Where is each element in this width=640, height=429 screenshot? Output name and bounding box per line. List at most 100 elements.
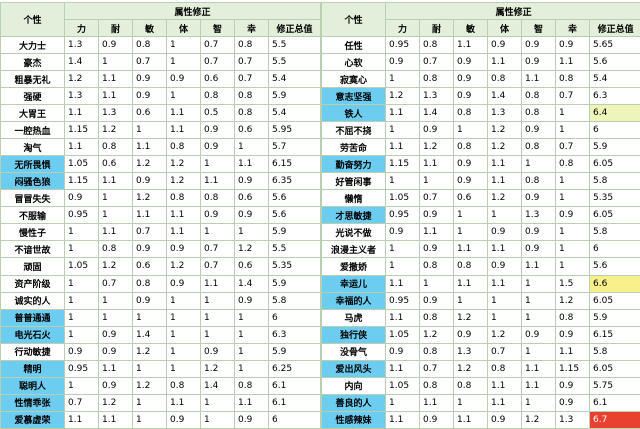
modifier-value: 1.1 [64,410,99,429]
modifier-value: 1.1 [132,206,167,225]
modifier-value: 1.15 [64,172,99,191]
trait-name: 性情乖张 [0,393,65,412]
data-row: 淘气 1.1 0.8 1.1 0.8 0.9 1 5.7 [0,138,322,157]
modifier-value: 0.7 [200,240,235,259]
total-value: 5.8 [267,291,322,310]
column-header: 智 [200,19,235,38]
modifier-value: 1.05 [385,325,421,344]
data-row: 顽固 1.05 1.2 0.6 1.2 0.7 0.6 5.35 [0,257,322,276]
modifier-value: 0.7 [234,53,269,72]
total-value: 6.15 [267,155,322,174]
modifier-value: 1 [132,308,167,327]
modifier-value: 1.1 [521,257,557,276]
trait-name: 普普通通 [0,308,65,327]
modifier-value: 1 [419,274,455,293]
data-row: 光说不做 0.9 1.1 1 0.9 0.9 1 5.8 [321,223,640,242]
data-row: 行动敏捷 0.9 0.9 1.2 1 0.9 1 5.9 [0,342,322,361]
modifier-value: 0.6 [98,155,133,174]
data-row: 内向 1.05 0.8 0.8 1.1 1.1 0.9 5.75 [321,376,640,395]
modifier-value: 0.9 [132,291,167,310]
modifier-value: 0.9 [521,121,557,140]
total-value: 5.8 [589,172,640,191]
total-value: 6.05 [589,155,640,174]
total-value: 5.9 [267,342,322,361]
total-value: 6.3 [589,87,640,106]
column-header: 体 [487,19,523,38]
modifier-value: 1.3 [555,410,591,429]
modifier-value: 1 [487,291,523,310]
modifier-value: 1.1 [166,223,201,242]
total-value: 6.4 [589,104,640,123]
modifier-value: 0.9 [132,87,167,106]
data-row: 粗暴无礼 1.2 1.1 0.9 0.9 0.6 0.7 5.4 [0,70,322,89]
modifier-value: 0.8 [98,138,133,157]
modifier-value: 1.1 [453,240,489,259]
total-value: 6.35 [267,172,322,191]
header-cell: 属性修正 [385,1,640,21]
modifier-value: 1.1 [385,138,421,157]
modifier-value: 1 [555,240,591,259]
header-row: 个性 属性修正 [321,1,640,38]
data-row: 豪杰 1.4 1 0.7 1 0.7 0.7 5.5 [0,53,322,72]
trait-name: 心软 [321,53,387,72]
modifier-value: 0.9 [453,87,489,106]
modifier-value: 1.1 [487,53,523,72]
data-row: 懒惰 1.05 0.7 0.6 1.2 0.9 1 5.35 [321,189,640,208]
modifier-value: 1.15 [64,121,99,140]
trait-name: 独行侠 [321,325,387,344]
total-value: 5.8 [589,223,640,242]
data-row: 性感辣妹 1.1 0.9 1.1 0.9 1.2 1.3 6.7 [321,410,640,429]
modifier-value: 0.9 [385,223,421,242]
modifier-value: 1 [166,342,201,361]
total-value: 5.4 [267,70,322,89]
modifier-value: 1.2 [98,257,133,276]
modifier-value: 1.2 [64,70,99,89]
column-header: 修正总值 [267,19,322,38]
modifier-value: 1.1 [487,240,523,259]
trait-name: 意志坚强 [321,87,387,106]
data-row: 大胃王 1.1 1.3 0.6 1.1 0.5 0.8 5.4 [0,104,322,123]
modifier-value: 0.9 [555,376,591,395]
modifier-value: 1.1 [98,87,133,106]
trait-name: 铁人 [321,104,387,123]
modifier-value: 1 [555,189,591,208]
modifier-value: 1.1 [385,359,421,378]
modifier-value: 1.4 [200,376,235,395]
trait-name: 幸福的人 [321,291,387,310]
modifier-value: 1.3 [419,87,455,106]
modifier-value: 0.7 [555,138,591,157]
total-value: 6.1 [267,393,322,412]
modifier-value: 0.9 [166,410,201,429]
modifier-value: 0.7 [419,53,455,72]
column-header: 幸 [555,19,591,38]
modifier-value: 1 [64,376,99,395]
modifier-value: 1 [64,308,99,327]
modifier-value: 1 [234,359,269,378]
modifier-value: 1.1 [98,172,133,191]
modifier-value: 1.2 [234,240,269,259]
total-value: 5.95 [267,121,322,140]
modifier-value: 1.2 [385,87,421,106]
modifier-value: 0.9 [521,36,557,55]
modifier-value: 0.8 [555,70,591,89]
modifier-value: 1 [98,189,133,208]
modifier-value: 0.9 [453,70,489,89]
total-value: 5.9 [267,223,322,242]
header-cell: 属性修正 [63,1,322,21]
modifier-value: 1.1 [385,410,421,429]
modifier-value: 1.1 [453,36,489,55]
modifier-value: 1 [555,121,591,140]
modifier-value: 1 [521,342,557,361]
total-value: 6.05 [589,206,640,225]
modifier-value: 1 [234,223,269,242]
trait-name: 好管闲事 [321,172,387,191]
trait-name: 资产阶级 [0,274,65,293]
modifier-value: 1.1 [166,393,201,412]
modifier-value: 0.8 [521,87,557,106]
modifier-value: 1 [98,291,133,310]
trait-name: 不屈不挠 [321,121,387,140]
modifier-value: 1.1 [419,155,455,174]
modifier-value: 0.9 [385,342,421,361]
modifier-value: 0.9 [200,342,235,361]
modifier-value: 1.1 [98,359,133,378]
